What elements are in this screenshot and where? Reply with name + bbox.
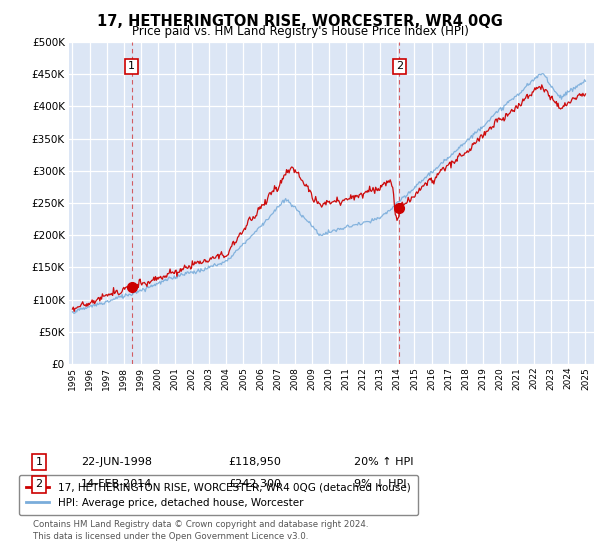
Text: 2: 2 bbox=[35, 479, 43, 489]
Text: Contains HM Land Registry data © Crown copyright and database right 2024.
This d: Contains HM Land Registry data © Crown c… bbox=[33, 520, 368, 541]
Text: 14-FEB-2014: 14-FEB-2014 bbox=[81, 479, 152, 489]
Text: 1: 1 bbox=[35, 457, 43, 467]
Text: 20% ↑ HPI: 20% ↑ HPI bbox=[354, 457, 413, 467]
Text: £118,950: £118,950 bbox=[228, 457, 281, 467]
Legend: 17, HETHERINGTON RISE, WORCESTER, WR4 0QG (detached house), HPI: Average price, : 17, HETHERINGTON RISE, WORCESTER, WR4 0Q… bbox=[19, 475, 418, 515]
Text: 2: 2 bbox=[396, 62, 403, 72]
Text: 9% ↓ HPI: 9% ↓ HPI bbox=[354, 479, 407, 489]
Text: Price paid vs. HM Land Registry's House Price Index (HPI): Price paid vs. HM Land Registry's House … bbox=[131, 25, 469, 38]
Text: £242,300: £242,300 bbox=[228, 479, 281, 489]
Text: 22-JUN-1998: 22-JUN-1998 bbox=[81, 457, 152, 467]
Text: 1: 1 bbox=[128, 62, 135, 72]
Text: 17, HETHERINGTON RISE, WORCESTER, WR4 0QG: 17, HETHERINGTON RISE, WORCESTER, WR4 0Q… bbox=[97, 14, 503, 29]
